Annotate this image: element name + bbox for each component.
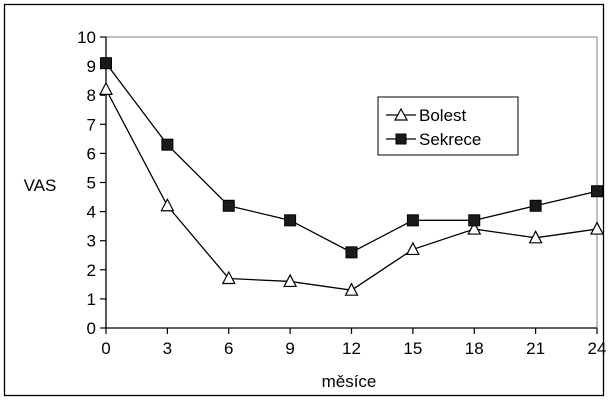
data-point-sekrece [591, 185, 603, 198]
data-point-sekrece [406, 214, 419, 227]
data-point-bolest [405, 241, 420, 256]
x-tick-label: 9 [285, 339, 294, 358]
data-point-bolest [99, 81, 113, 95]
data-point-bolest [283, 273, 298, 288]
y-tick-label: 4 [87, 203, 96, 222]
data-point-bolest [221, 270, 236, 285]
legend-marker-bolest [393, 107, 409, 121]
x-axis-label: měsíce [322, 372, 377, 391]
data-point-sekrece [100, 57, 112, 70]
data-point-sekrece [529, 199, 542, 212]
data-point-sekrece [345, 246, 358, 259]
y-tick-label: 1 [87, 290, 96, 309]
data-point-sekrece [468, 214, 481, 227]
y-tick-label: 6 [87, 144, 96, 163]
y-tick-label: 10 [77, 28, 96, 47]
y-tick-label: 8 [87, 86, 96, 105]
legend: Bolest Sekrece [377, 96, 519, 156]
legend-marker-sekrece [395, 133, 407, 145]
x-tick-label: 6 [224, 339, 233, 358]
data-point-bolest [344, 282, 359, 296]
plot-area [105, 36, 598, 329]
data-point-sekrece [222, 199, 235, 212]
data-point-sekrece [161, 138, 174, 151]
x-tick-label: 3 [163, 339, 172, 358]
x-tick-label: 12 [342, 339, 361, 358]
y-tick-label: 5 [87, 174, 96, 193]
y-tick-label: 3 [87, 232, 96, 251]
x-tick-label: 21 [526, 339, 545, 358]
y-tick-label: 7 [87, 115, 96, 134]
data-point-bolest [590, 221, 604, 235]
data-point-bolest [467, 221, 482, 235]
y-tick-label: 2 [87, 261, 96, 280]
data-point-bolest [160, 197, 175, 212]
y-axis-label: VAS [24, 176, 57, 195]
series-layer [99, 57, 604, 296]
x-tick-label: 18 [465, 339, 484, 358]
x-tick-label: 0 [101, 339, 110, 358]
x-tick-label: 15 [403, 339, 422, 358]
data-point-sekrece [284, 214, 297, 227]
data-point-bolest [528, 229, 543, 244]
legend-label-bolest: Bolest [419, 106, 467, 125]
legend-label-sekrece: Sekrece [419, 130, 481, 149]
y-tick-label: 0 [87, 319, 96, 338]
x-tick-label: 24 [588, 339, 607, 358]
legend-box [377, 96, 519, 156]
y-tick-label: 9 [87, 57, 96, 76]
